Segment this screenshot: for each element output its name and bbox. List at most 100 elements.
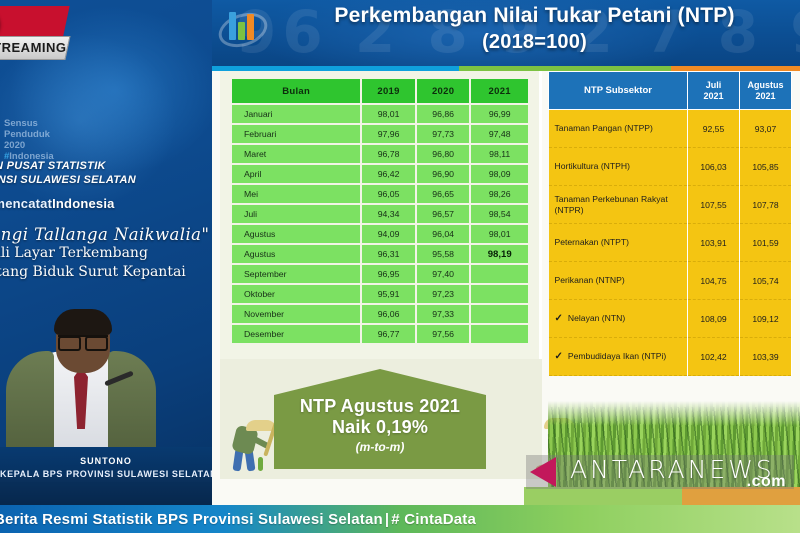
bps-org-line-1: BADAN PUSAT STATISTIK — [0, 160, 106, 172]
month-label: Agustus — [232, 225, 361, 243]
slide-header: 96 2 8 9 2 7 8 9 5 Perkembangan Nilai Tu… — [212, 0, 800, 66]
ntp-value — [471, 325, 528, 343]
table-row: Juli 94,34 96,57 98,54 — [232, 205, 528, 223]
ntp-value: 98,26 — [471, 185, 528, 203]
ntp-value: 96,57 — [416, 205, 470, 223]
watermark-suffix: .com — [746, 473, 786, 490]
callout-line-3: (m-to-m) — [355, 440, 405, 454]
ntp-value: 98,01 — [471, 225, 528, 243]
subsector-col-header-year: 2021 — [703, 90, 724, 101]
ntp-value: 95,91 — [362, 285, 415, 303]
table-row: ✓ Nelayan (NTN) 108,09 109,12 — [548, 299, 792, 338]
month-label: Januari — [232, 105, 361, 123]
antaranews-arrow-icon — [530, 457, 556, 487]
table-row: Peternakan (NTPT) 103,91 101,59 — [548, 223, 792, 262]
table-row: Maret 96,78 96,80 98,11 — [232, 145, 528, 163]
month-label: Februari — [232, 125, 361, 143]
subsector-table-body: Tanaman Pangan (NTPP) 92,55 93,07 Hortikult… — [548, 109, 792, 376]
ntp-value: 98,54 — [471, 205, 528, 223]
subsector-name: ✓ Nelayan (NTN) — [548, 299, 688, 338]
subsector-value-agustus: 107,78 — [739, 185, 792, 224]
ntp-value: 96,90 — [416, 165, 470, 183]
check-icon: ✓ — [554, 313, 563, 324]
sensus-line-2: Penduduk — [4, 129, 50, 140]
live-streaming-badge: LIVE STREAMING — [0, 6, 76, 64]
farmer-left-hat — [246, 420, 276, 431]
monthly-table-body: Januari 98,01 96,86 96,99 Februari 97,96 97,73… — [232, 105, 528, 343]
table-row: Hortikultura (NTPH) 106,03 105,85 — [548, 147, 792, 186]
accent-stripe-green — [458, 66, 671, 71]
motto-block: "Bangi Tallanga Naikwalia" Sikali Layar … — [0, 225, 212, 282]
subsector-value-juli: 102,42 — [687, 337, 740, 376]
month-label: Mei — [232, 185, 361, 203]
bps-logo-icon — [214, 6, 272, 53]
subsector-col-header-agustus: Agustus 2021 — [739, 71, 792, 110]
speaker-coat-left — [6, 351, 54, 447]
antaranews-watermark: ANTARANEWS .com — [526, 447, 794, 497]
live-badge-strip: LIVE STREAMING — [0, 36, 71, 60]
motto-line-2: Sikali Layar Terkembang — [0, 245, 148, 261]
live-video-panel: LIVE STREAMING Sensus Penduduk 2020 #Ind… — [0, 0, 212, 533]
subsector-col-header-juli: Juli 2021 — [687, 71, 740, 110]
slide-title-line-2: (2018=100) — [482, 31, 587, 53]
month-label: Oktober — [232, 285, 361, 303]
bps-logo-dot-blue — [229, 12, 236, 19]
table-row: Agustus 96,31 95,58 98,19 — [232, 245, 528, 263]
month-label: Juli — [232, 205, 361, 223]
table-row: Tanaman Pangan (NTPP) 92,55 93,07 — [548, 109, 792, 148]
background-digits: 96 2 8 9 2 7 8 9 5 — [236, 0, 800, 66]
ntp-value: 97,48 — [471, 125, 528, 143]
subsector-value-agustus: 101,59 — [739, 223, 792, 262]
monthly-ntp-table: Bulan 2019 2020 2021 Januari 98,01 96,86 96,99… — [230, 77, 530, 345]
ntp-value: 98,09 — [471, 165, 528, 183]
news-ticker: Berita Resmi Statistik BPS Provinsi Sula… — [0, 505, 800, 533]
ntp-value: 96,31 — [362, 245, 415, 263]
bottom-band-green — [523, 487, 683, 505]
subsector-col-header: NTP Subsektor — [548, 71, 688, 110]
ntp-value: 94,09 — [362, 225, 415, 243]
monthly-col-header-2019: 2019 — [362, 79, 415, 103]
motto-line-1: "Bangi Tallanga Naikwalia" — [0, 225, 210, 244]
subsector-table-header-row: NTP Subsektor Juli 2021 Agustus 2021 — [548, 71, 792, 110]
table-row: Februari 97,96 97,73 97,48 — [232, 125, 528, 143]
monthly-table-header-row: Bulan 2019 2020 2021 — [232, 79, 528, 103]
bottom-band-orange — [682, 487, 800, 505]
month-label: Agustus — [232, 245, 361, 263]
lower-third-name-bar: SUNTONO KEPALA BPS PROVINSI SULAWESI SEL… — [0, 447, 212, 505]
mencatat-indonesia-hashtag: #mencatatIndonesia — [0, 196, 212, 211]
bps-logo-bar-orange — [247, 14, 254, 40]
farmer-left-plant — [258, 457, 263, 471]
speaker-title: KEPALA BPS PROVINSI SULAWESI SELATAN — [0, 469, 212, 479]
hashtag-bold: Indonesia — [52, 196, 115, 211]
subsector-name: ✓ Pembudidaya Ikan (NTPi) — [548, 337, 688, 376]
ticker-left-text: Berita Resmi Statistik BPS Provinsi Sula… — [0, 510, 383, 528]
ticker-separator: | — [384, 510, 390, 528]
slide-bottom-band — [212, 487, 800, 505]
check-icon: ✓ — [554, 351, 563, 362]
subsector-value-juli: 106,03 — [687, 147, 740, 186]
callout-line-2: Naik 0,19% — [331, 417, 429, 437]
table-row: Perikanan (NTNP) 104,75 105,74 — [548, 261, 792, 300]
ntp-value: 94,34 — [362, 205, 415, 223]
ntp-value: 98,11 — [471, 145, 528, 163]
ntp-value: 96,99 — [471, 105, 528, 123]
slide-title: Perkembangan Nilai Tukar Petani (NTP) (2… — [272, 2, 797, 56]
accent-stripe-orange — [670, 66, 800, 71]
subsector-name: Perikanan (NTNP) — [548, 261, 688, 300]
table-row: ✓ Pembudidaya Ikan (NTPi) 102,42 103,39 — [548, 337, 792, 376]
subsector-value-juli: 92,55 — [687, 109, 740, 148]
speaker-tie — [74, 367, 88, 429]
subsector-ntp-table: NTP Subsektor Juli 2021 Agustus 2021 Tanaman… — [548, 71, 792, 376]
presentation-slide: 96 2 8 9 2 7 8 9 5 Perkembangan Nilai Tu… — [212, 0, 800, 533]
subsector-value-juli: 104,75 — [687, 261, 740, 300]
month-label: Desember — [232, 325, 361, 343]
ntp-value — [471, 265, 528, 283]
sensus-line-3: 2020 — [4, 140, 26, 151]
table-row: Tanaman Perkebunan Rakyat (NTPR) 107,55 10… — [548, 185, 792, 224]
ntp-value: 97,23 — [416, 285, 470, 303]
sensus-hash: # — [4, 151, 10, 162]
ntp-value: 96,42 — [362, 165, 415, 183]
ntp-value: 96,06 — [362, 305, 415, 323]
subsector-value-agustus: 105,74 — [739, 261, 792, 300]
